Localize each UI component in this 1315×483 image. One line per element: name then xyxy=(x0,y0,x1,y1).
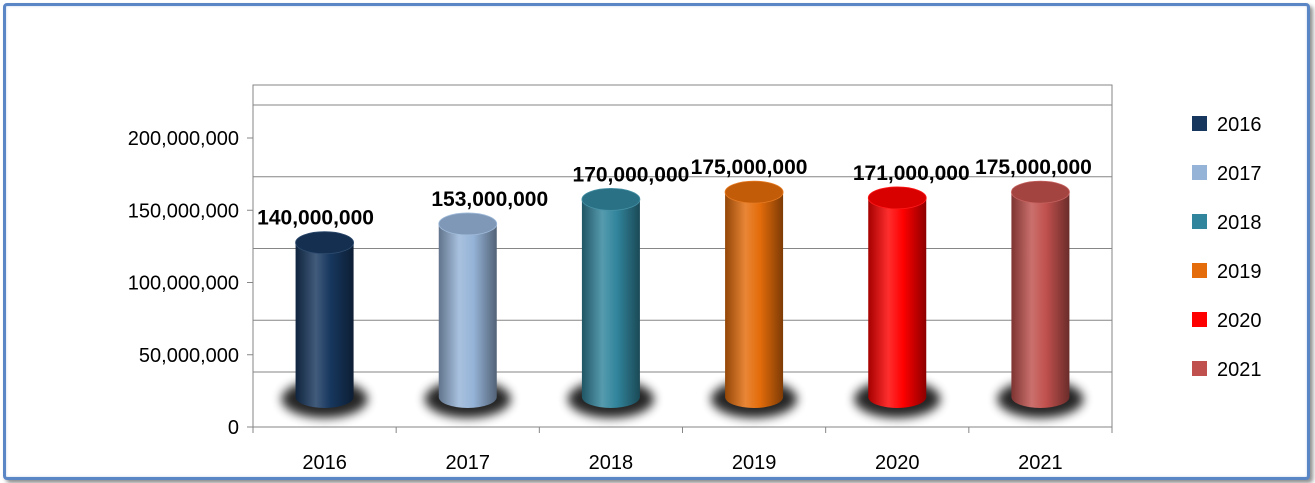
bar-top-cap xyxy=(724,180,784,204)
data-label: 153,000,000 xyxy=(431,188,548,211)
bar-2018 xyxy=(567,187,654,418)
legend-label: 2018 xyxy=(1217,212,1262,234)
legend-label: 2017 xyxy=(1217,163,1262,185)
bar-top-cap xyxy=(438,212,498,236)
data-label: 170,000,000 xyxy=(573,163,690,186)
bars xyxy=(281,180,1084,418)
legend-label: 2016 xyxy=(1217,114,1262,136)
y-tick-label: 0 xyxy=(228,417,239,439)
chart-frame xyxy=(3,3,1310,480)
legend-swatch xyxy=(1192,361,1207,376)
y-tick-label: 150,000,000 xyxy=(128,200,239,222)
legend-item-2017: 2017 xyxy=(1192,163,1262,185)
plot-walls xyxy=(252,84,1113,427)
bar-body xyxy=(295,242,354,409)
bar-top-cap xyxy=(295,231,354,255)
legend-item-2021: 2021 xyxy=(1192,359,1262,381)
legend-swatch xyxy=(1192,263,1207,278)
y-tick-label: 50,000,000 xyxy=(139,345,239,367)
back-wall xyxy=(252,84,1113,372)
y-axis-ticks: 0 50,000,000 100,000,000 150,000,000 200,000… xyxy=(128,128,253,439)
floor xyxy=(253,371,1113,427)
legend-swatch xyxy=(1192,214,1207,229)
x-tick-label: 2017 xyxy=(446,452,491,474)
bar-body xyxy=(1011,192,1070,408)
bar-2020 xyxy=(854,186,941,418)
x-tick-label: 2021 xyxy=(1018,452,1063,474)
legend-label: 2020 xyxy=(1217,310,1262,332)
legend-swatch xyxy=(1192,312,1207,327)
y-tick-label: 100,000,000 xyxy=(128,273,239,295)
data-label: 171,000,000 xyxy=(853,162,970,185)
bar-body xyxy=(725,192,784,409)
legend-label: 2021 xyxy=(1217,359,1262,381)
legend-label: 2019 xyxy=(1217,261,1262,283)
legend-swatch xyxy=(1192,116,1207,131)
y-tick-label: 200,000,000 xyxy=(128,128,239,150)
legend-item-2016: 2016 xyxy=(1192,114,1262,136)
x-tick-label: 2016 xyxy=(302,452,347,474)
bar-2017 xyxy=(424,212,511,418)
bar-2016 xyxy=(281,231,368,418)
x-axis-ticks: 2016 2017 2018 2019 2020 2021 xyxy=(252,427,1113,474)
legend: 2016 2017 2018 2019 2020 2021 xyxy=(1192,114,1262,381)
x-tick-label: 2018 xyxy=(589,452,634,474)
data-label: 175,000,000 xyxy=(691,156,808,179)
bar-top-cap xyxy=(1011,180,1070,204)
bar-body xyxy=(581,199,640,409)
legend-item-2020: 2020 xyxy=(1192,310,1262,332)
legend-swatch xyxy=(1192,165,1207,180)
data-label: 140,000,000 xyxy=(257,207,374,230)
gridlines xyxy=(253,104,1112,321)
bar-top-cap xyxy=(867,186,927,210)
legend-item-2019: 2019 xyxy=(1192,261,1262,283)
x-tick-label: 2020 xyxy=(875,452,920,474)
x-tick-label: 2019 xyxy=(732,452,777,474)
bar-top-cap xyxy=(581,187,641,211)
bar-2021 xyxy=(997,180,1084,418)
bar-body xyxy=(438,223,497,409)
bar-2019 xyxy=(711,180,798,418)
legend-item-2018: 2018 xyxy=(1192,212,1262,234)
bar-body xyxy=(868,197,927,409)
data-label: 175,000,000 xyxy=(975,156,1092,179)
